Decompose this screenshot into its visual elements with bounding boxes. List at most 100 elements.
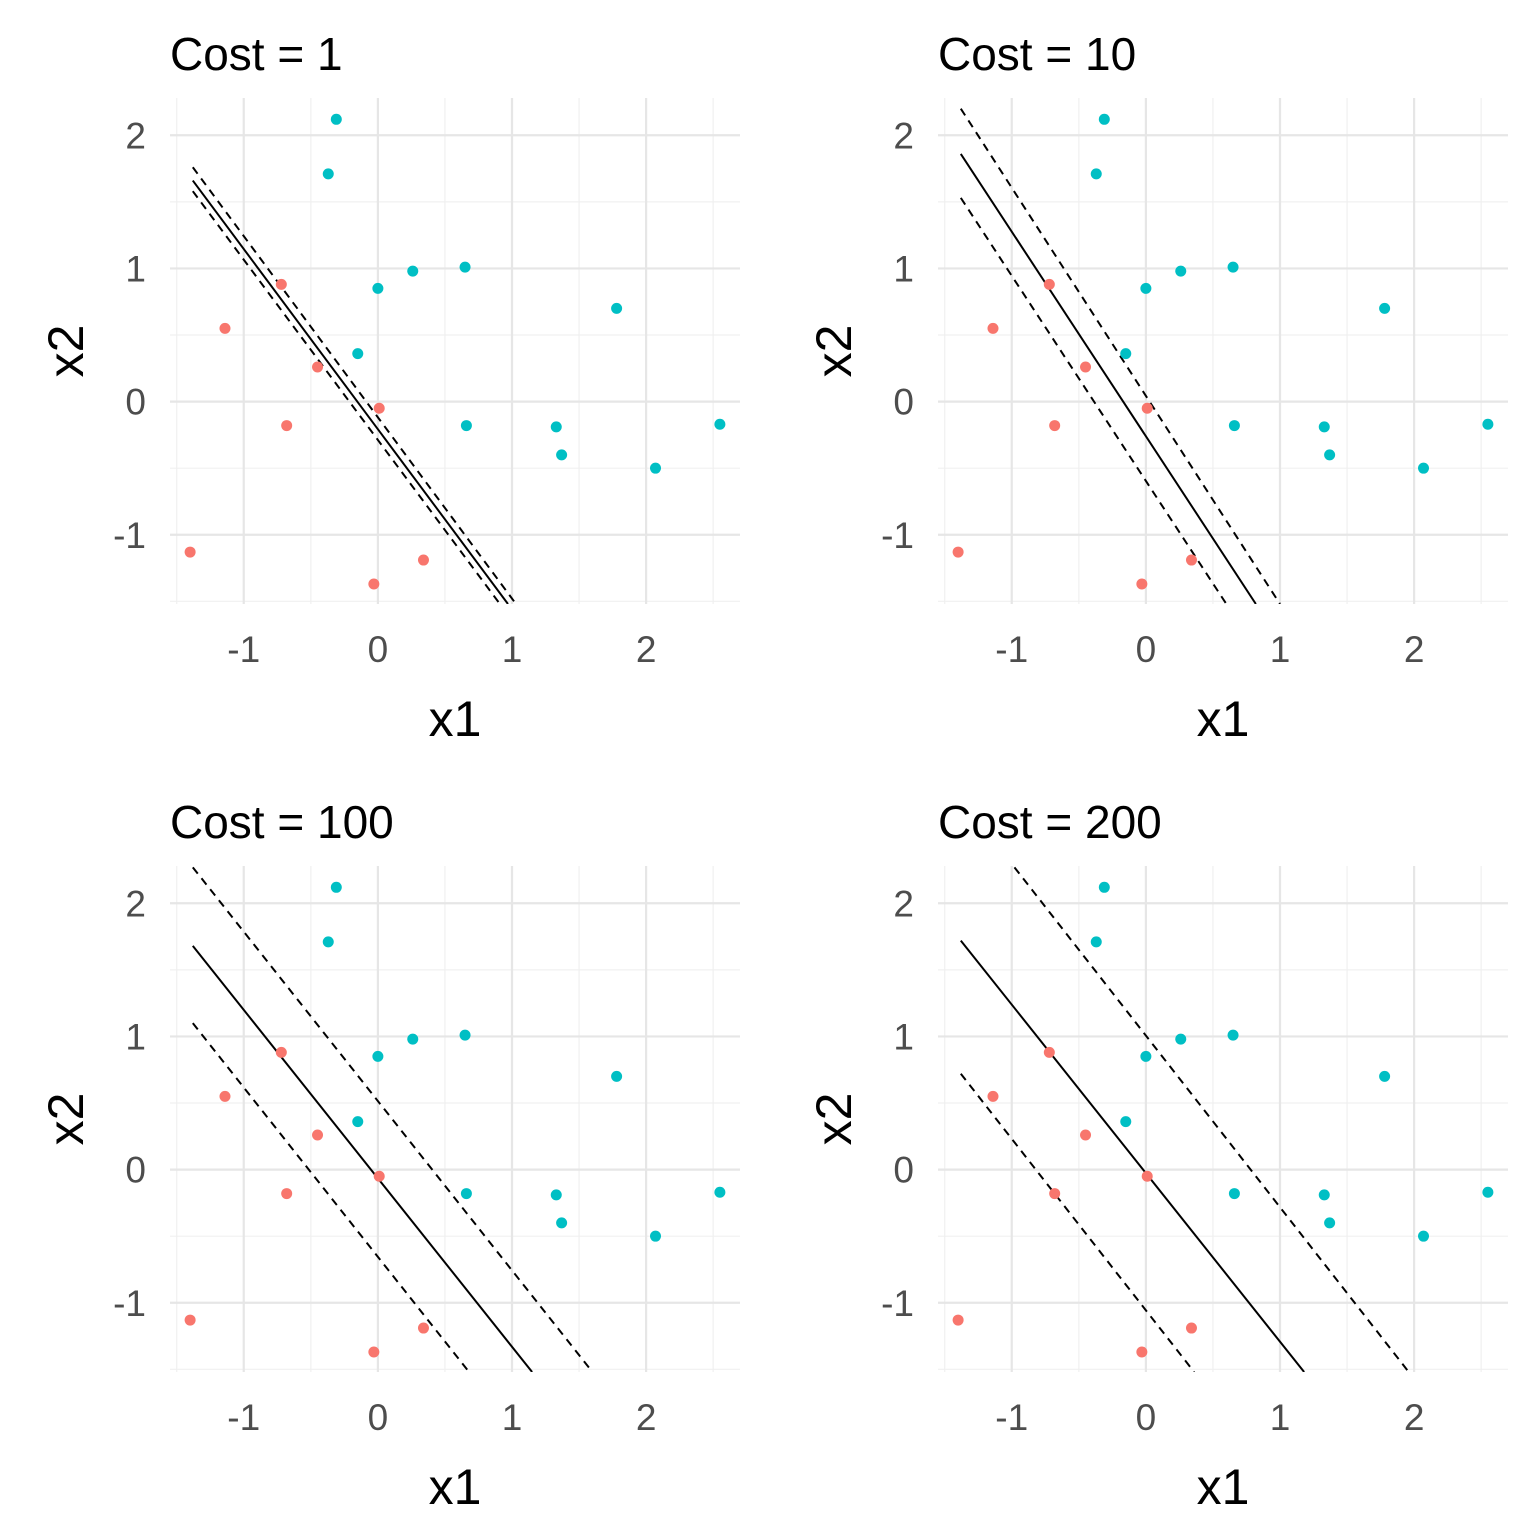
- data-point: [650, 462, 662, 474]
- x-axis-title: x1: [429, 1459, 482, 1515]
- data-point: [373, 402, 385, 414]
- data-point: [1043, 1046, 1055, 1058]
- y-axis-title: x2: [806, 1093, 862, 1146]
- panel-1: -1 0 1 2 -1 0 1 2 x1 x2 Cost = 1: [38, 28, 740, 747]
- data-point: [1318, 421, 1330, 433]
- series-2: [1090, 113, 1494, 474]
- x-tick-label: 0: [1136, 629, 1157, 670]
- y-tick-label: 0: [893, 1150, 914, 1191]
- x-tick-label: 0: [1136, 1397, 1157, 1438]
- x-tick-label: 2: [636, 629, 657, 670]
- data-point: [459, 1029, 471, 1041]
- y-axis-title: x2: [38, 325, 94, 378]
- y-tick-label: -1: [113, 515, 146, 556]
- x-tick-label: 1: [1270, 629, 1291, 670]
- data-point: [1324, 1217, 1336, 1229]
- decision-boundary: [191, 179, 509, 604]
- data-point: [952, 1314, 964, 1326]
- margin-line: [1013, 866, 1410, 1372]
- x-tick-label: -1: [995, 1397, 1028, 1438]
- data-point: [373, 1170, 385, 1182]
- data-point: [1098, 113, 1110, 125]
- panel-4: -1 0 1 2 -1 0 1 2 x1 x2 Cost = 200: [806, 796, 1508, 1515]
- data-point: [368, 1346, 380, 1358]
- data-point: [1080, 361, 1092, 373]
- y-tick-label: -1: [881, 515, 914, 556]
- y-tick-label: 1: [893, 248, 914, 289]
- x-axis-title: x1: [1197, 1459, 1250, 1515]
- data-point: [952, 546, 964, 558]
- data-point: [1418, 1230, 1430, 1242]
- data-point: [1090, 936, 1102, 948]
- data-point: [417, 1322, 429, 1334]
- data-point: [1090, 168, 1102, 180]
- data-point: [322, 168, 334, 180]
- svm-lines: [192, 866, 594, 1372]
- data-point: [330, 881, 342, 893]
- decision-boundary: [192, 945, 533, 1372]
- data-point: [372, 282, 384, 294]
- data-point: [322, 936, 334, 948]
- data-point: [550, 421, 562, 433]
- data-point: [1098, 881, 1110, 893]
- margin-line: [959, 108, 1281, 604]
- x-tick-label: 2: [1404, 629, 1425, 670]
- x-tick-label: 1: [1270, 1397, 1291, 1438]
- svm-lines: [959, 108, 1281, 604]
- data-point: [1418, 462, 1430, 474]
- data-point: [1080, 1129, 1092, 1141]
- x-tick-label: -1: [227, 1397, 260, 1438]
- x-axis-title: x1: [1197, 691, 1250, 747]
- data-point: [1318, 1189, 1330, 1201]
- data-point: [219, 322, 231, 334]
- y-axis-title: x2: [38, 1093, 94, 1146]
- data-point: [1141, 1170, 1153, 1182]
- y-tick-label: 2: [893, 115, 914, 156]
- series-1: [184, 278, 429, 590]
- y-tick-label: 1: [893, 1016, 914, 1057]
- panel-title: Cost = 200: [938, 796, 1162, 848]
- margin-line: [191, 190, 501, 604]
- y-tick-label: -1: [881, 1283, 914, 1324]
- x-tick-label: -1: [227, 629, 260, 670]
- data-point: [407, 265, 419, 277]
- x-tick-label: 1: [502, 1397, 523, 1438]
- panel-2: -1 0 1 2 -1 0 1 2 x1 x2 Cost = 10: [806, 28, 1508, 747]
- data-point: [1227, 1029, 1239, 1041]
- data-point: [352, 1116, 364, 1128]
- data-point: [1043, 278, 1055, 290]
- y-axis-title: x2: [806, 325, 862, 378]
- x-tick-label: 0: [368, 1397, 389, 1438]
- series-2: [322, 113, 726, 474]
- margin-line: [191, 166, 517, 604]
- y-tick-label: 2: [125, 115, 146, 156]
- data-point: [1175, 265, 1187, 277]
- data-point: [1136, 1346, 1148, 1358]
- data-point: [1140, 282, 1152, 294]
- data-point: [1482, 1186, 1494, 1198]
- data-point: [650, 1230, 662, 1242]
- data-point: [184, 546, 196, 558]
- svm-lines: [960, 866, 1410, 1372]
- data-point: [714, 418, 726, 430]
- data-point: [1120, 1116, 1132, 1128]
- data-point: [1324, 449, 1336, 461]
- panel-title: Cost = 1: [170, 28, 343, 80]
- data-point: [1136, 578, 1148, 590]
- data-point: [275, 278, 287, 290]
- x-axis-title: x1: [429, 691, 482, 747]
- panel-title: Cost = 100: [170, 796, 394, 848]
- data-point: [281, 420, 293, 432]
- data-point: [372, 1050, 384, 1062]
- data-point: [352, 348, 364, 360]
- data-point: [1175, 1033, 1187, 1045]
- data-point: [1049, 1188, 1061, 1200]
- data-point: [556, 1217, 568, 1229]
- y-tick-label: 0: [893, 382, 914, 423]
- y-tick-label: 1: [125, 248, 146, 289]
- data-point: [275, 1046, 287, 1058]
- series-1: [952, 278, 1197, 590]
- data-point: [417, 554, 429, 566]
- decision-boundary: [959, 153, 1257, 604]
